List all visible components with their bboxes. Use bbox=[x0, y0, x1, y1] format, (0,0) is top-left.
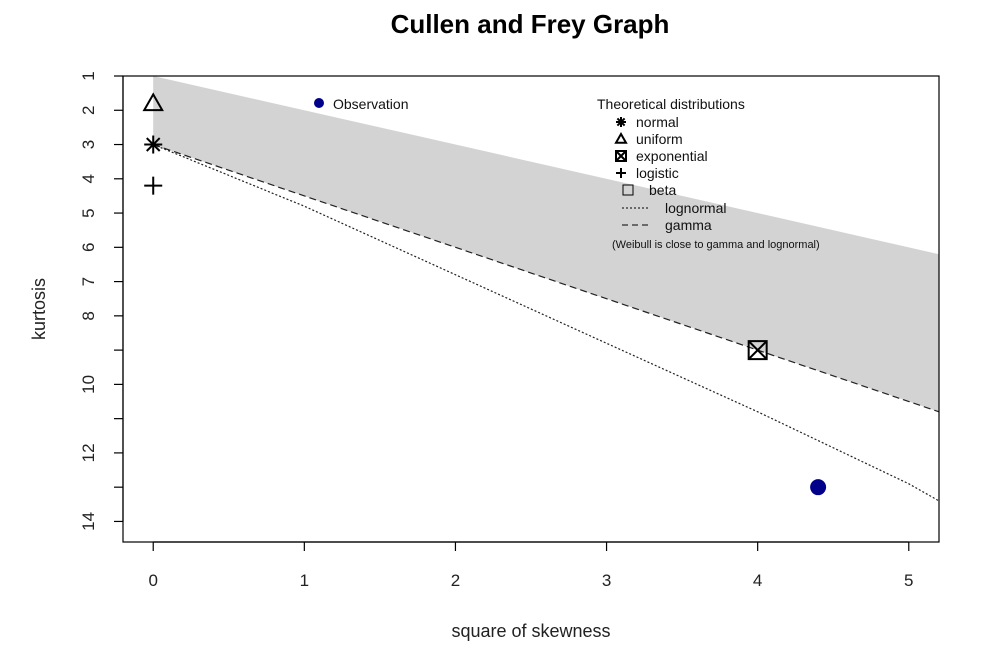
legend-uniform-label: uniform bbox=[636, 131, 683, 147]
y-tick-label: 10 bbox=[79, 375, 98, 394]
legend-exponential-icon bbox=[615, 150, 627, 162]
y-tick-label: 7 bbox=[79, 277, 98, 286]
theoretical-legend: Theoretical distributions normaluniforme… bbox=[597, 96, 820, 251]
legend-exponential-label: exponential bbox=[636, 148, 708, 164]
lognormal-line bbox=[152, 143, 940, 502]
x-tick-label: 2 bbox=[451, 571, 460, 590]
x-tick-label: 3 bbox=[602, 571, 611, 590]
logistic-point bbox=[144, 176, 163, 195]
x-tick-label: 1 bbox=[300, 571, 309, 590]
legend-logistic-label: logistic bbox=[636, 165, 679, 181]
legend-beta-icon bbox=[622, 184, 634, 196]
y-tick-label: 2 bbox=[79, 106, 98, 115]
x-tick-label: 0 bbox=[148, 571, 157, 590]
x-tick-label: 5 bbox=[904, 571, 913, 590]
legend-normal-label: normal bbox=[636, 114, 679, 130]
y-tick-label: 3 bbox=[79, 140, 98, 149]
legend-gamma-label: gamma bbox=[665, 217, 712, 233]
beta-region bbox=[153, 76, 939, 412]
y-tick-label: 5 bbox=[79, 208, 98, 217]
legend-lognormal-label: lognormal bbox=[665, 200, 726, 216]
observation-legend-label: Observation bbox=[333, 96, 408, 112]
legend-logistic-icon bbox=[616, 168, 626, 178]
uniform-point bbox=[142, 92, 164, 112]
legend-normal-icon bbox=[616, 117, 626, 127]
chart-title: Cullen and Frey Graph bbox=[391, 9, 670, 39]
x-tick-label: 4 bbox=[753, 571, 762, 590]
x-axis-label: square of skewness bbox=[451, 621, 610, 641]
plot-area bbox=[142, 76, 940, 502]
observation-legend-marker bbox=[314, 98, 324, 108]
observation-point bbox=[810, 479, 827, 496]
theoretical-points bbox=[142, 92, 768, 361]
y-tick-label: 4 bbox=[79, 174, 98, 183]
y-tick-label: 1 bbox=[79, 71, 98, 80]
normal-point bbox=[144, 135, 163, 154]
legend-note: (Weibull is close to gamma and lognormal… bbox=[612, 239, 820, 251]
legend-beta-label: beta bbox=[649, 182, 676, 198]
y-tick-label: 6 bbox=[79, 243, 98, 252]
legend-title: Theoretical distributions bbox=[597, 96, 745, 112]
y-tick-label: 8 bbox=[79, 311, 98, 320]
gamma-line bbox=[153, 143, 940, 413]
y-tick-label: 12 bbox=[79, 443, 98, 462]
y-tick-label: 14 bbox=[79, 512, 98, 531]
observation-legend: Observation bbox=[314, 96, 408, 112]
y-axis-label: kurtosis bbox=[29, 278, 49, 340]
exponential-point bbox=[747, 340, 768, 361]
legend-uniform-icon bbox=[614, 131, 628, 144]
x-axis: 0 1 2 3 4 5 bbox=[148, 541, 914, 590]
